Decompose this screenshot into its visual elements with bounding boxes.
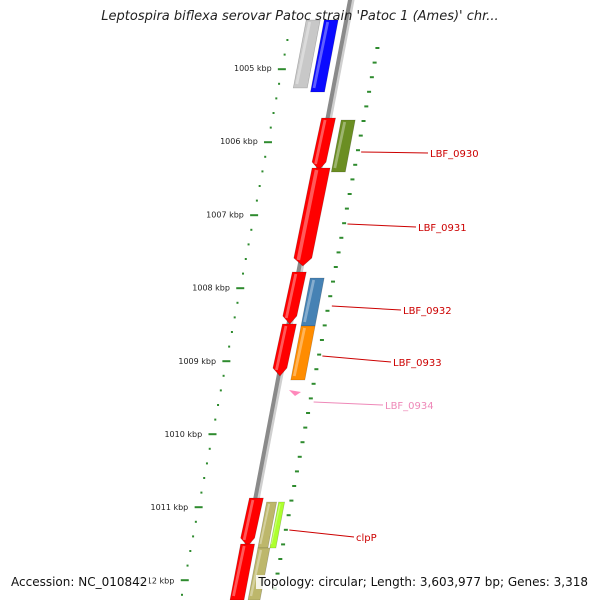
gene-label: LBF_0931 (418, 223, 467, 234)
gene-leader-line (313, 401, 384, 406)
label-layer: 1005 kbp 1006 kbp 1007 kbp 1008 kbp 1009 kbp… (137, 64, 479, 585)
feature-block (247, 547, 271, 600)
gene-clpp-partner2 (269, 501, 285, 549)
gene-leader-line (361, 151, 429, 154)
gene-label: LBF_0932 (403, 306, 452, 317)
gene-leader-line (347, 223, 417, 228)
ruler-label: 1009 kbp (178, 357, 216, 366)
gene-label: LBF_0930 (430, 149, 479, 160)
gene-lbf0930-partner-shine (333, 121, 347, 169)
gene-clpp-partner-shine (259, 503, 271, 545)
gene-clpp-block (240, 497, 264, 547)
gene-lbf0933-partner-shine (292, 327, 306, 377)
gene-lbf0932-block-shine (284, 273, 298, 319)
ruler-label: 1005 kbp (234, 64, 272, 73)
gene-lbf0933-block (272, 323, 297, 377)
gene-leader-line (331, 305, 402, 311)
ruler-layer (180, 39, 380, 596)
gene-clpp-partner2-shine (270, 503, 281, 545)
gene-lbf0933-block-shine (275, 325, 288, 371)
accession-text: Accession: NC_010842 (9, 575, 150, 589)
feature-block-shine (312, 21, 330, 89)
summary-text: Topology: circular; Length: 3,603,977 bp… (256, 575, 590, 589)
gene-lbf0930-partner (330, 119, 356, 173)
ruler-label: 1010 kbp (164, 430, 202, 439)
ruler-label: 1008 kbp (192, 284, 230, 293)
gene-lbf0930-block-shine (314, 119, 327, 165)
gene-lbf0930-block (311, 117, 336, 171)
gene-lbf0932-partner-shine (303, 279, 316, 323)
gene-leader-line (289, 529, 355, 538)
gene-label: LBF_0933 (393, 358, 442, 369)
ruler-label: 1006 kbp (220, 137, 258, 146)
gene-lbf0931-block-shine (296, 169, 319, 261)
map-title: Leptospira biflexa serovar Patoc strain … (101, 9, 499, 24)
gene-lbf0932-block (282, 271, 307, 325)
feature-block-shine (232, 545, 246, 597)
ruler-label: 1007 kbp (206, 210, 244, 219)
ruler-label: 1011 kbp (151, 503, 189, 512)
gene-lbf0933-partner (290, 325, 316, 381)
feature-layer (229, 19, 356, 600)
feature-block-shine (295, 21, 312, 85)
feature-block-shine (249, 549, 263, 597)
feature-block (292, 19, 321, 89)
ruler-label: 1012 kbp (137, 576, 175, 585)
gene-label: clpP (356, 533, 377, 544)
gene-lbf0931-block (293, 167, 331, 267)
gene-lbf0934-marker (289, 390, 301, 396)
feature-block (229, 543, 256, 600)
gene-label: LBF_0934 (385, 401, 434, 412)
gene-clpp-block-shine (242, 499, 255, 541)
feature-block (310, 19, 339, 93)
gene-leader-line (322, 355, 392, 363)
